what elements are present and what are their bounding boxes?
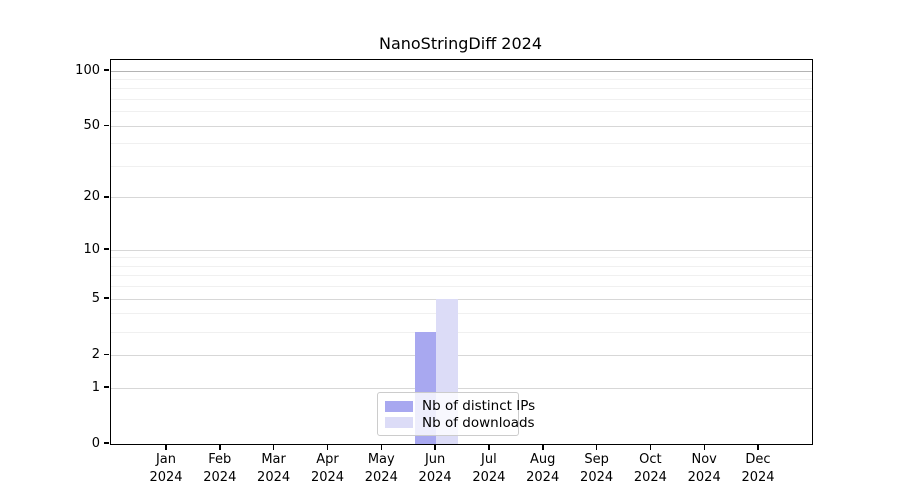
y-tick-label: 5: [91, 290, 100, 306]
y-tick-label: 10: [83, 241, 100, 257]
legend-label-downloads: Nb of downloads: [422, 414, 535, 431]
x-tick-label: Nov 2024: [669, 451, 739, 486]
y-tick-label: 2: [91, 346, 100, 362]
legend: Nb of distinct IPs Nb of downloads: [377, 392, 535, 436]
x-tick-label-year: 2024: [310, 469, 345, 485]
minor-gridline: [111, 286, 812, 288]
major-gridline: [111, 298, 812, 300]
minor-gridline: [111, 99, 812, 100]
minor-gridline: [111, 331, 812, 333]
x-tick: [542, 444, 544, 450]
x-tick-label: Jul 2024: [454, 451, 524, 486]
x-tick: [326, 444, 329, 450]
x-tick-label-year: 2024: [418, 469, 452, 485]
legend-item-downloads: Nb of downloads: [385, 415, 535, 431]
x-tick: [380, 444, 382, 450]
minor-gridline: [111, 111, 812, 113]
legend-label-distinct-ips: Nb of distinct IPs: [422, 398, 536, 415]
minor-gridline: [111, 166, 812, 167]
major-gridline: [111, 354, 812, 356]
y-tick-label: 20: [83, 189, 100, 205]
major-gridline: [111, 249, 812, 251]
y-tick: [104, 124, 109, 126]
minor-gridline: [111, 88, 812, 90]
x-tick: [219, 444, 221, 450]
x-tick-label-year: 2024: [257, 469, 291, 485]
chart-title: NanoStringDiff 2024: [378, 34, 543, 53]
x-tick-label: Feb 2024: [185, 451, 255, 486]
legend-swatch-downloads: [385, 417, 413, 429]
x-tick: [703, 444, 705, 450]
x-tick-label-year: 2024: [687, 469, 721, 485]
y-tick-label: 50: [83, 117, 100, 133]
x-tick-label-year: 2024: [203, 469, 237, 485]
x-tick-label: Mar 2024: [239, 451, 309, 486]
x-tick-label-year: 2024: [741, 469, 775, 485]
x-tick: [165, 444, 167, 450]
x-tick-label-year: 2024: [149, 469, 183, 485]
x-tick-label: Dec 2024: [723, 451, 793, 486]
x-tick-label: Sep 2024: [562, 451, 632, 486]
y-tick: [104, 386, 109, 388]
x-tick-label: May 2024: [346, 451, 416, 486]
y-tick: [104, 248, 109, 250]
x-tick-label-year: 2024: [472, 469, 506, 485]
x-tick-label-year: 2024: [633, 469, 667, 485]
x-tick: [434, 444, 436, 450]
y-tick: [104, 353, 109, 355]
minor-gridline: [111, 78, 812, 80]
major-gridline: [111, 125, 812, 127]
major-gridline: [111, 70, 812, 72]
x-tick: [757, 444, 759, 450]
x-tick: [595, 444, 598, 450]
y-tick-label: 0: [91, 435, 100, 451]
x-tick: [488, 444, 490, 450]
minor-gridline: [111, 143, 812, 145]
x-tick-label: Aug 2024: [508, 451, 578, 486]
x-tick-label: Oct 2024: [615, 451, 685, 486]
plot-area: [110, 59, 813, 445]
y-tick: [104, 69, 109, 71]
major-gridline: [111, 387, 812, 389]
y-tick-label: 1: [91, 379, 100, 395]
y-tick-label: 100: [75, 62, 100, 78]
y-tick: [104, 442, 109, 444]
x-tick-label-year: 2024: [580, 469, 614, 485]
x-tick-label: Jan 2024: [131, 451, 201, 486]
x-tick: [272, 444, 275, 450]
legend-item-distinct-ips: Nb of distinct IPs: [385, 398, 535, 414]
x-tick-label-year: 2024: [364, 469, 398, 485]
minor-gridline: [111, 313, 812, 315]
y-tick: [104, 196, 109, 198]
legend-swatch-distinct-ips: [385, 400, 413, 412]
minor-gridline: [111, 265, 812, 267]
minor-gridline: [111, 257, 812, 259]
x-tick-label: Jun 2024: [400, 451, 470, 486]
major-gridline: [111, 197, 812, 199]
minor-gridline: [111, 275, 812, 277]
x-tick-label-year: 2024: [526, 469, 560, 485]
x-tick: [649, 444, 652, 450]
x-tick-label: Apr 2024: [293, 451, 363, 486]
y-tick: [104, 297, 109, 299]
